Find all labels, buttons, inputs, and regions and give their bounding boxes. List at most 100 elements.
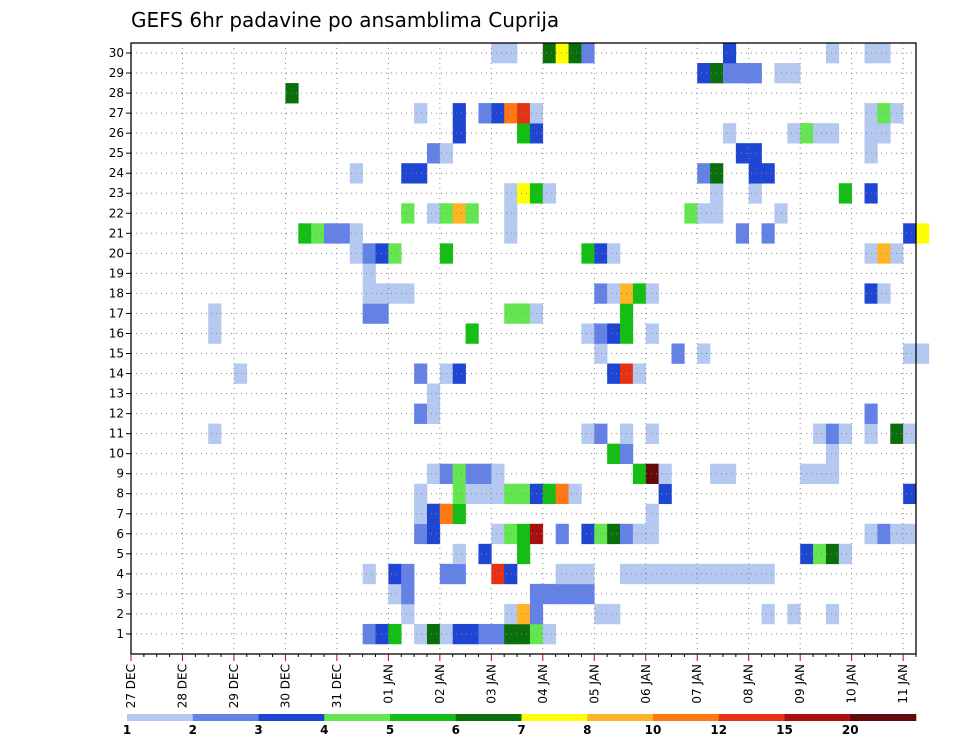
x-tick-label: 03 JAN	[484, 664, 498, 704]
cell-160	[645, 283, 659, 304]
cell-250	[825, 43, 840, 64]
y-tick-label: 27	[109, 106, 124, 120]
cell-14	[504, 603, 518, 625]
cell-146	[362, 303, 376, 324]
cell-50	[452, 563, 466, 585]
cell-48	[401, 563, 415, 585]
cell-185	[401, 203, 415, 224]
cell-196	[517, 183, 531, 204]
y-tick-label: 2	[116, 607, 124, 621]
colorbar-label-1: 1	[123, 723, 131, 737]
y-tick-label: 20	[109, 246, 124, 260]
cell-58	[838, 543, 852, 565]
cell-192	[697, 203, 711, 224]
cell-89	[542, 483, 556, 505]
y-tick-label: 25	[109, 146, 124, 160]
cell-44	[735, 563, 750, 585]
cell-39	[671, 563, 685, 585]
cell-110	[825, 443, 840, 464]
cell-218	[722, 123, 737, 144]
cell-244	[504, 43, 518, 64]
cell-22	[401, 603, 415, 625]
x-tick-label: 29 DEC	[227, 664, 241, 708]
cell-157	[607, 283, 621, 304]
cell-59	[414, 523, 428, 545]
cell-162	[877, 283, 891, 304]
cell-57	[825, 543, 840, 565]
cell-26	[542, 583, 556, 605]
y-tick-label: 4	[116, 567, 124, 581]
x-axis: 27 DEC 28 DEC 29 DEC 30 DEC 31 DEC 01 JAN 02 J…	[124, 654, 917, 708]
cell-66	[581, 523, 595, 545]
x-tick-label: 31 DEC	[330, 664, 344, 708]
cell-41	[697, 563, 711, 585]
cell-17	[594, 603, 608, 625]
cell-240	[748, 63, 762, 84]
y-tick-label: 22	[109, 206, 124, 220]
cell-123	[426, 403, 441, 424]
cell-47	[388, 563, 402, 585]
cell-136	[414, 363, 428, 384]
colorbar-swatch-0	[127, 714, 194, 721]
cell-85	[491, 483, 505, 505]
cell-138	[581, 323, 595, 344]
cell-99	[491, 463, 505, 485]
y-tick-label: 30	[109, 46, 124, 60]
cell-170	[594, 243, 608, 264]
colorbar-label-3: 3	[254, 723, 262, 737]
y-tick-label: 10	[109, 447, 124, 461]
cell-28	[568, 583, 582, 605]
colorbar-label-20: 20	[842, 723, 859, 737]
cell-183	[903, 223, 917, 244]
y-tick-label: 24	[109, 166, 124, 180]
cell-156	[594, 283, 608, 304]
colorbar-label-6: 6	[452, 723, 460, 737]
cell-230	[517, 103, 531, 124]
y-tick-label: 1	[116, 627, 124, 641]
cell-96	[452, 463, 466, 485]
cell-13	[542, 623, 556, 645]
cell-219	[787, 123, 801, 144]
cell-159	[632, 283, 647, 304]
x-tick-label: 02 JAN	[433, 664, 447, 704]
colorbar-swatch-2	[258, 714, 325, 721]
cell-23	[388, 583, 402, 605]
cell-93	[903, 483, 917, 505]
colorbar-swatch-5	[455, 714, 522, 721]
x-tick-label: 27 DEC	[124, 664, 138, 708]
y-tick-label: 28	[109, 86, 124, 100]
y-tick-label: 16	[109, 326, 124, 340]
colorbar-label-5: 5	[386, 723, 394, 737]
cell-147	[375, 303, 389, 324]
cell-81	[414, 483, 428, 505]
cell-15	[517, 603, 531, 625]
y-tick-label: 19	[109, 266, 124, 280]
plot-frame	[130, 42, 917, 655]
cell-131	[233, 363, 248, 384]
chart-title: GEFS 6hr padavine po ansamblima Cuprija	[131, 8, 559, 32]
colorbar-swatch-11	[850, 714, 917, 721]
cell-51	[362, 563, 376, 585]
x-tick-label: 28 DEC	[175, 664, 189, 708]
cell-221	[813, 123, 827, 144]
cell-167	[388, 243, 402, 264]
cell-135	[903, 343, 917, 364]
y-tick-label: 11	[109, 427, 124, 441]
cell-70	[632, 523, 647, 545]
cell-216	[517, 123, 531, 144]
cell-128	[607, 363, 621, 384]
x-tick-label: 08 JAN	[742, 664, 756, 704]
y-tick-label: 12	[109, 407, 124, 421]
cell-71	[645, 523, 659, 545]
cell-36	[632, 563, 647, 585]
cell-227	[478, 103, 492, 124]
cell-155	[401, 283, 415, 304]
cell-163	[362, 263, 376, 284]
cell-20	[787, 603, 801, 625]
cell-63	[517, 523, 531, 545]
cell-9	[491, 623, 505, 645]
cell-180	[504, 223, 518, 244]
y-tick-label: 18	[109, 286, 124, 300]
cell-181	[735, 223, 750, 244]
cell-52	[452, 543, 466, 565]
